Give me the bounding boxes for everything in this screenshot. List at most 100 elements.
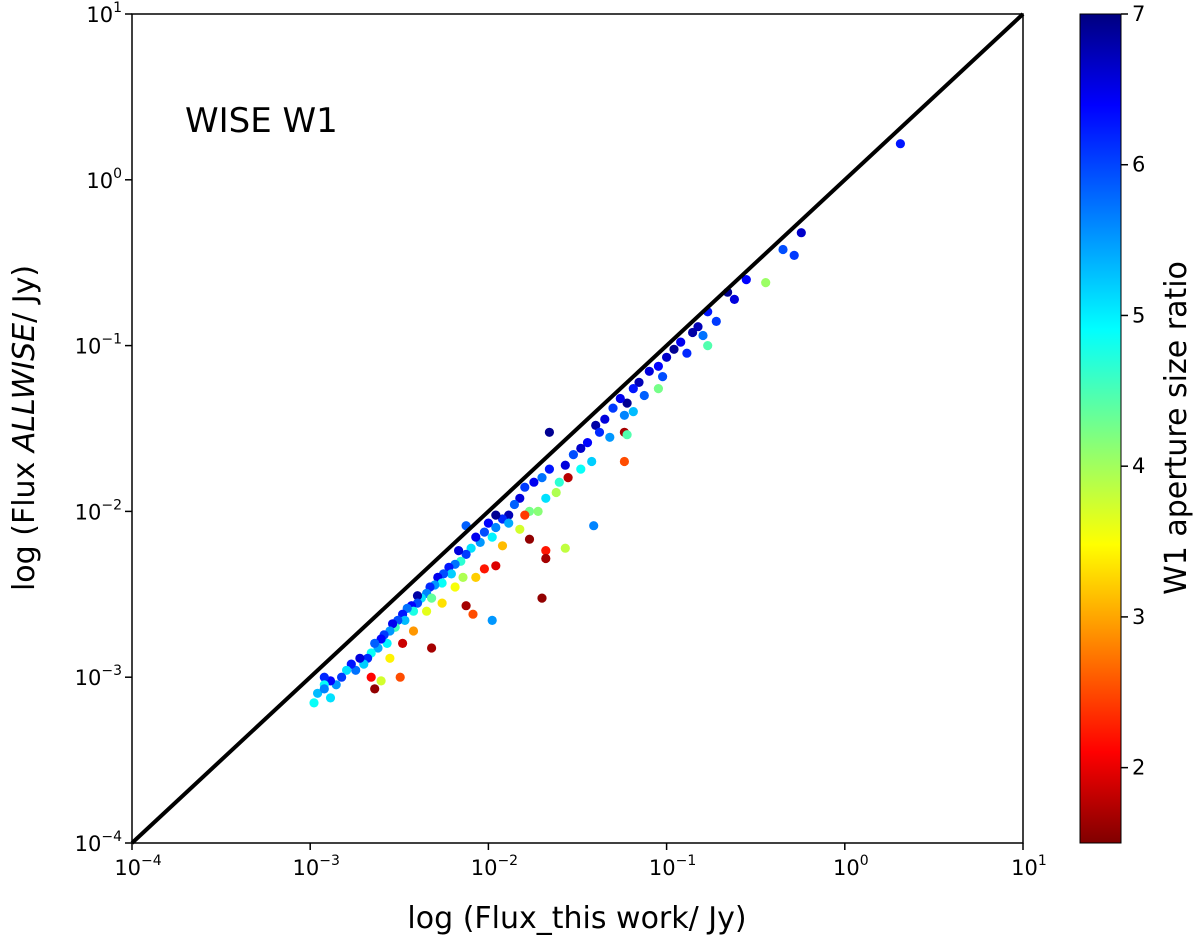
x-tick-label: 10−1 xyxy=(649,853,696,880)
colorbar-tick-label: 2 xyxy=(1132,756,1145,780)
scatter-point xyxy=(778,244,788,255)
scatter-point xyxy=(385,653,395,663)
scatter-point xyxy=(619,410,630,420)
scatter-point xyxy=(483,518,493,528)
scatter-point xyxy=(594,427,605,437)
x-axis-ticks: 10−4 10−3 10−2 10−1 100 101 xyxy=(114,843,1047,880)
scatter-point xyxy=(554,477,564,487)
scatter-point xyxy=(634,377,644,387)
scatter-point xyxy=(688,327,698,338)
scatter-point xyxy=(468,609,478,619)
scatter-point xyxy=(309,698,319,708)
scatter-point xyxy=(450,582,460,592)
y-tick-label: 10−1 xyxy=(75,332,122,359)
scatter-point xyxy=(544,427,555,437)
scatter-point xyxy=(662,352,672,362)
scatter-point xyxy=(515,524,525,534)
reference-line-y-equals-x xyxy=(130,12,1025,845)
scatter-point xyxy=(515,493,525,503)
scatter-point xyxy=(376,676,386,686)
x-tick-label: 101 xyxy=(1011,853,1047,880)
scatter-point xyxy=(427,643,437,653)
colorbar-tick-label: 3 xyxy=(1132,605,1145,629)
scatter-point xyxy=(619,456,630,467)
scatter-point xyxy=(789,250,799,260)
scatter-point xyxy=(479,527,489,537)
scatter-point xyxy=(541,493,551,503)
scatter-point xyxy=(529,477,539,487)
scatter-point xyxy=(698,330,708,341)
scatter-point xyxy=(466,543,476,553)
x-tick-label: 10−4 xyxy=(114,853,161,880)
scatter-point xyxy=(628,407,638,417)
scatter-point xyxy=(582,438,593,448)
scatter-point xyxy=(319,672,329,682)
scatter-point xyxy=(587,456,597,467)
scatter-point xyxy=(796,228,806,238)
scatter-point xyxy=(325,693,336,703)
scatter-point xyxy=(524,534,535,544)
scatter-point xyxy=(370,684,380,694)
scatter-point xyxy=(560,460,570,470)
scatter-point xyxy=(427,593,437,603)
scatter-point xyxy=(479,564,489,574)
x-tick-label: 10−3 xyxy=(293,853,340,880)
x-axis-label: log (Flux_this work/ Jy) xyxy=(407,901,746,936)
scatter-point xyxy=(437,578,447,588)
colorbar-tick-label: 7 xyxy=(1132,2,1145,26)
plot-frame xyxy=(131,13,1024,844)
scatter-point xyxy=(711,316,721,326)
scatter-point xyxy=(591,420,601,430)
scatter-point xyxy=(491,561,501,571)
scatter-point xyxy=(551,487,561,498)
scatter-point xyxy=(366,672,376,682)
scatter-point xyxy=(615,393,625,404)
y-tick-label: 101 xyxy=(86,0,122,27)
scatter-point xyxy=(355,653,365,663)
scatter-point xyxy=(342,665,352,675)
scatter-point xyxy=(576,464,586,474)
colorbar-tick-label: 4 xyxy=(1132,454,1145,478)
scatter-point xyxy=(461,549,471,560)
scatter-point xyxy=(682,348,692,358)
scatter-point xyxy=(497,541,508,551)
colorbar-tick-label: 6 xyxy=(1132,153,1145,177)
scatter-point xyxy=(400,615,410,626)
colorbar-ticks: 2 3 4 5 6 7 xyxy=(1121,2,1145,780)
scatter-point xyxy=(533,506,543,516)
y-axis-label-suffix: / Jy) xyxy=(7,265,42,323)
scatter-point xyxy=(628,384,638,394)
scatter-point xyxy=(491,522,501,533)
scatter-point xyxy=(446,569,456,579)
scatter-point xyxy=(437,598,447,608)
scatter-point xyxy=(454,546,464,556)
scatter-point xyxy=(319,684,329,694)
scatter-point xyxy=(639,390,649,401)
scatter-point xyxy=(537,593,547,603)
scatter-point xyxy=(761,278,771,288)
scatter-point xyxy=(589,521,599,531)
scatter-point xyxy=(895,139,906,149)
scatter-point xyxy=(491,510,501,520)
scatter-point xyxy=(487,532,497,542)
scatter-point xyxy=(608,403,618,413)
scatter-point xyxy=(412,591,423,601)
scatter-point xyxy=(576,443,586,453)
data-points xyxy=(309,139,906,708)
scatter-point xyxy=(395,672,405,682)
scatter-point xyxy=(487,615,497,626)
scatter-point xyxy=(458,572,468,583)
x-tick-label: 100 xyxy=(833,853,869,880)
scatter-point xyxy=(313,688,323,698)
scatter-point xyxy=(563,473,573,483)
scatter-point xyxy=(504,518,514,528)
scatter-point xyxy=(622,398,632,408)
scatter-point xyxy=(676,337,686,347)
y-tick-label: 100 xyxy=(86,166,122,193)
scatter-point xyxy=(370,638,380,649)
scatter-point xyxy=(703,341,713,351)
scatter-point xyxy=(461,601,471,611)
scatter-point xyxy=(471,532,481,542)
scatter-point xyxy=(560,543,570,553)
scatter-point xyxy=(376,634,386,644)
